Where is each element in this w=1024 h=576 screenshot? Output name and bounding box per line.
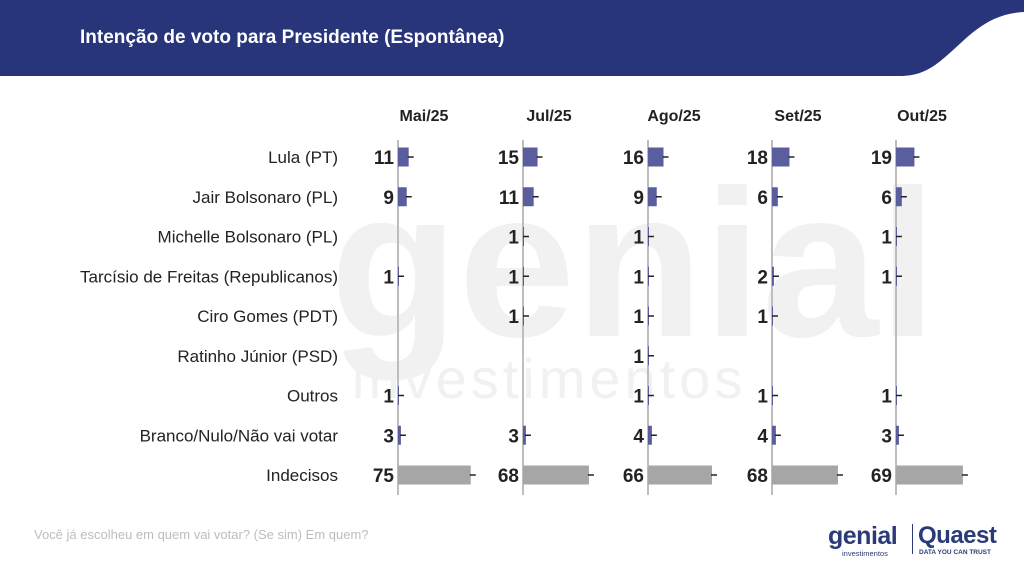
data-value-label: 11 xyxy=(499,188,520,209)
data-value-label: 1 xyxy=(757,387,768,408)
data-value-label: 9 xyxy=(383,188,394,209)
data-value-label: 6 xyxy=(881,188,892,209)
data-value-label: 75 xyxy=(373,466,395,487)
vote-intention-chart: Lula (PT) Jair Bolsonaro (PL) Michelle Bol… xyxy=(80,108,968,495)
data-bar xyxy=(523,147,538,167)
data-value-label: 1 xyxy=(633,267,644,288)
data-value-label: 1 xyxy=(383,387,394,408)
category-label: Tarcísio de Freitas (Republicanos) xyxy=(80,267,338,286)
category-label: Ciro Gomes (PDT) xyxy=(197,307,338,326)
data-bar xyxy=(772,465,838,485)
data-value-label: 1 xyxy=(508,228,519,249)
header-bar: Intenção de voto para Presidente (Espont… xyxy=(0,0,1024,76)
footer-logos: genial investimentos Quaest DATA YOU CAN… xyxy=(828,520,998,560)
data-value-label: 9 xyxy=(633,188,644,209)
data-bar xyxy=(398,187,407,207)
page-title: Intenção de voto para Presidente (Espont… xyxy=(80,27,505,48)
data-value-label: 1 xyxy=(633,307,644,328)
data-value-label: 6 xyxy=(757,188,768,209)
data-value-label: 1 xyxy=(881,387,892,408)
genial-logo-subtitle: investimentos xyxy=(842,549,888,558)
data-bar xyxy=(772,425,776,445)
data-value-label: 1 xyxy=(633,387,644,408)
category-label: Branco/Nulo/Não vai votar xyxy=(140,426,339,445)
data-bar xyxy=(896,147,915,167)
data-bar xyxy=(398,465,471,485)
column-header: Ago/25 xyxy=(647,108,700,125)
category-label: Michelle Bolsonaro (PL) xyxy=(158,228,338,247)
data-value-label: 18 xyxy=(747,148,768,169)
data-value-label: 15 xyxy=(498,148,520,169)
data-value-label: 19 xyxy=(871,148,892,169)
data-bar xyxy=(523,465,589,485)
data-value-label: 4 xyxy=(757,426,768,447)
data-bar xyxy=(772,187,778,207)
data-bar xyxy=(896,465,963,485)
category-label: Outros xyxy=(287,387,338,406)
data-value-label: 69 xyxy=(871,466,892,487)
category-label: Indecisos xyxy=(266,466,338,485)
data-bar xyxy=(896,425,899,445)
quaest-logo-subtitle: DATA YOU CAN TRUST xyxy=(919,549,991,556)
category-label: Lula (PT) xyxy=(268,148,338,167)
data-value-label: 1 xyxy=(633,347,644,368)
column-header: Mai/25 xyxy=(400,108,449,125)
genial-logo-word: genial xyxy=(828,522,898,550)
data-bar xyxy=(648,187,657,207)
column-header: Jul/25 xyxy=(526,108,571,125)
data-bar xyxy=(398,147,409,167)
data-value-label: 3 xyxy=(383,426,394,447)
data-bar xyxy=(648,465,713,485)
data-value-label: 3 xyxy=(508,426,519,447)
data-bar xyxy=(398,425,401,445)
data-value-label: 1 xyxy=(508,267,519,288)
data-bar xyxy=(896,187,902,207)
data-value-label: 66 xyxy=(623,466,644,487)
data-value-label: 1 xyxy=(633,228,644,249)
data-value-label: 1 xyxy=(881,228,892,249)
data-value-label: 3 xyxy=(881,426,892,447)
category-label: Ratinho Júnior (PSD) xyxy=(177,347,338,366)
quaest-logo: Quaest DATA YOU CAN TRUST xyxy=(918,520,998,560)
header-background xyxy=(0,0,1024,76)
data-bar xyxy=(648,147,664,167)
data-value-label: 1 xyxy=(881,267,892,288)
data-value-label: 68 xyxy=(498,466,519,487)
data-value-label: 4 xyxy=(633,426,644,447)
data-bar xyxy=(772,147,790,167)
data-bar xyxy=(523,187,534,207)
column-header: Out/25 xyxy=(897,108,947,125)
data-value-label: 2 xyxy=(757,267,768,288)
genial-logo: genial investimentos xyxy=(828,520,910,560)
footnote-question: Você já escolheu em quem vai votar? (Se … xyxy=(34,527,369,542)
data-bar xyxy=(523,425,526,445)
data-value-label: 11 xyxy=(374,148,395,169)
data-value-label: 68 xyxy=(747,466,768,487)
data-bar xyxy=(648,425,652,445)
data-value-label: 16 xyxy=(623,148,644,169)
category-label: Jair Bolsonaro (PL) xyxy=(192,188,338,207)
data-value-label: 1 xyxy=(508,307,519,328)
logo-divider xyxy=(912,524,913,554)
quaest-logo-word: Quaest xyxy=(918,522,997,549)
data-value-label: 1 xyxy=(757,307,768,328)
column-header: Set/25 xyxy=(774,108,821,125)
data-value-label: 1 xyxy=(383,267,394,288)
